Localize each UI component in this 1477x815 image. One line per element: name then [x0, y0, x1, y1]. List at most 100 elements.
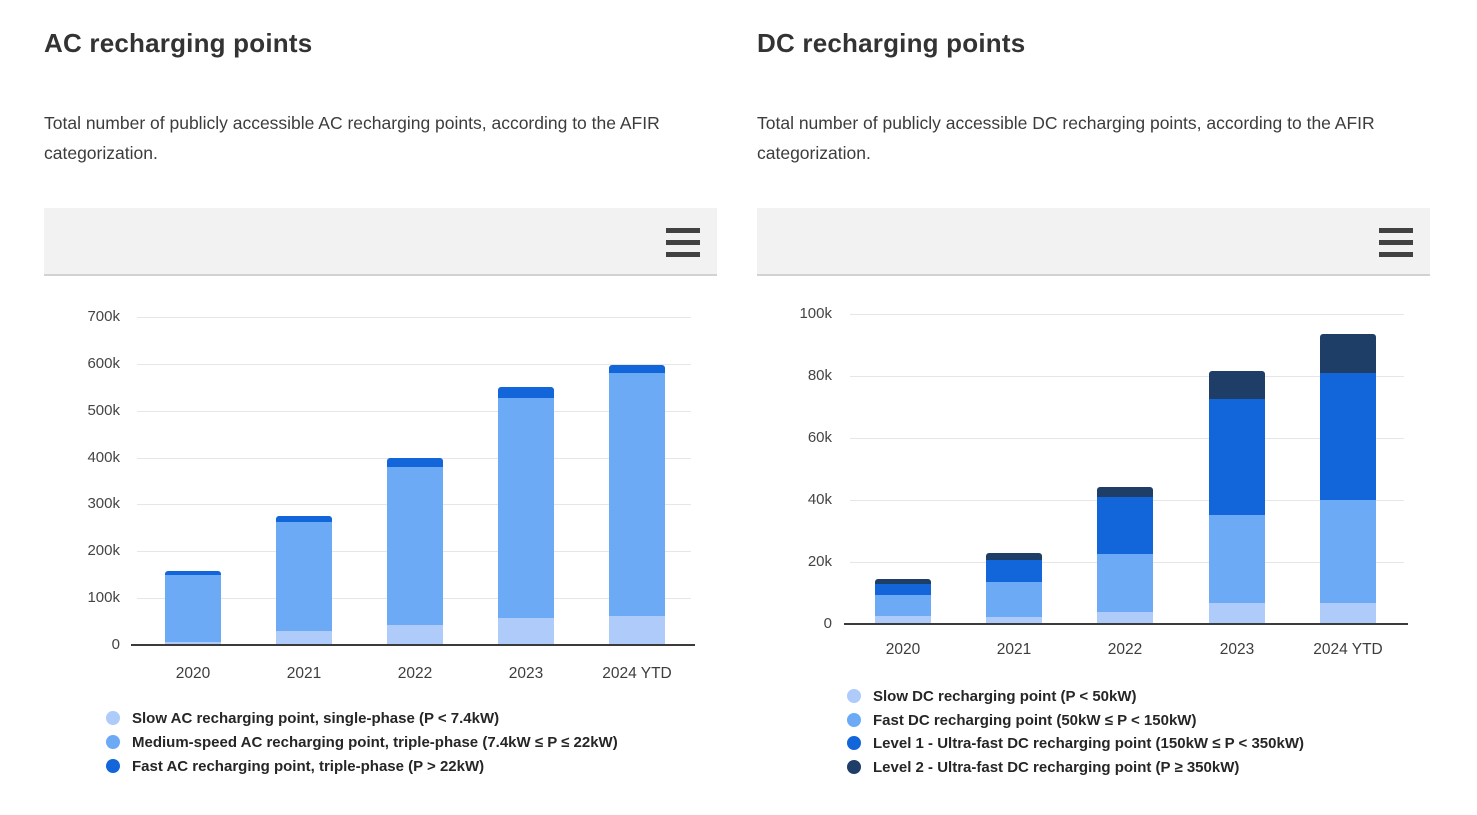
- bar-segment-2022-s2: [387, 457, 443, 468]
- y-axis-tick-label: 80k: [807, 367, 832, 384]
- y-axis-tick-label: 200k: [87, 542, 120, 559]
- hamburger-menu-icon[interactable]: [666, 228, 700, 257]
- legend-item: Medium-speed AC recharging point, triple…: [44, 734, 717, 751]
- menu-bar: [1379, 252, 1413, 257]
- bar-segment-2023-s1: [1209, 514, 1265, 604]
- dc-chart-card: DC recharging points Total number of pub…: [757, 0, 1430, 815]
- bar-segment-2020-s0: [165, 641, 221, 645]
- legend-color-dot-icon: [106, 759, 120, 773]
- x-axis-baseline: [131, 644, 695, 646]
- bar-segment-2023-s0: [498, 617, 554, 645]
- bar-segment-2020-s0: [875, 616, 931, 624]
- y-axis-tick-label: 60k: [807, 429, 832, 446]
- legend-item: Slow AC recharging point, single-phase (…: [44, 710, 717, 727]
- bar-segment-2022-s0: [387, 625, 443, 645]
- ac-chart-plot-area: 0 100k 200k 300k 400k 500k 600k 700k 2020 2021 202…: [44, 0, 717, 815]
- legend-color-dot-icon: [847, 736, 861, 750]
- bar-segment-2021-s3: [986, 553, 1042, 560]
- x-axis-label: 2021: [286, 665, 322, 682]
- bar-segment-2021-s0: [276, 631, 332, 645]
- chart-title: AC recharging points: [44, 28, 313, 58]
- bar-segment-2023-s0: [1209, 603, 1265, 624]
- gridline: [850, 438, 1404, 439]
- bar-segment-2021-s2: [986, 559, 1042, 583]
- dc-chart-plot-area: 0 20k 40k 60k 80k 100k 2020 2021 2022 2023 2024 YT…: [757, 0, 1430, 815]
- bar-segment-2024-ytd-s3: [1320, 334, 1376, 374]
- chart-toolbar: [44, 208, 717, 276]
- bar-segment-2023-s3: [1209, 371, 1265, 400]
- y-axis-tick-label: 40k: [807, 491, 832, 508]
- legend-color-dot-icon: [106, 711, 120, 725]
- menu-bar: [666, 252, 700, 257]
- bar-segment-2020-s3: [875, 579, 931, 584]
- menu-bar: [666, 240, 700, 245]
- legend-color-dot-icon: [847, 689, 861, 703]
- menu-bar: [1379, 240, 1413, 245]
- menu-bar: [666, 228, 700, 233]
- y-axis-tick-label: 700k: [87, 308, 120, 325]
- legend-label: Slow DC recharging point (P < 50kW): [873, 688, 1137, 705]
- legend-color-dot-icon: [847, 713, 861, 727]
- y-axis-tick-label: 500k: [87, 402, 120, 419]
- legend-item: Fast DC recharging point (50kW ≤ P < 150…: [757, 712, 1430, 729]
- chart-title: DC recharging points: [757, 28, 1026, 58]
- x-axis-label: 2024 YTD: [1313, 641, 1383, 658]
- x-axis-label: 2023: [508, 665, 544, 682]
- x-axis-label: 2022: [397, 665, 433, 682]
- x-axis-label: 2020: [175, 665, 211, 682]
- bar-segment-2024-ytd-s1: [1320, 500, 1376, 603]
- bar-segment-2022-s2: [1097, 497, 1153, 554]
- bar-segment-2024-ytd-s2: [1320, 373, 1376, 500]
- legend-item: Level 2 - Ultra-fast DC recharging point…: [757, 759, 1430, 776]
- bar-segment-2020-s2: [165, 571, 221, 576]
- chart-toolbar: [757, 208, 1430, 276]
- chart-subtitle: Total number of publicly accessible AC r…: [44, 113, 660, 163]
- legend-label: Level 1 - Ultra-fast DC recharging point…: [873, 735, 1304, 752]
- legend-color-dot-icon: [847, 760, 861, 774]
- chart-subtitle: Total number of publicly accessible DC r…: [757, 113, 1375, 163]
- legend-label: Slow AC recharging point, single-phase (…: [132, 710, 500, 727]
- hamburger-menu-icon[interactable]: [1379, 228, 1413, 257]
- y-axis-tick-label: 20k: [807, 553, 832, 570]
- bar-segment-2022-s1: [387, 467, 443, 626]
- x-axis-label: 2023: [1219, 641, 1255, 658]
- legend-item: Fast AC recharging point, triple-phase (…: [44, 758, 717, 775]
- bar-segment-2024-ytd-s0: [609, 616, 665, 645]
- gridline: [850, 376, 1404, 377]
- y-axis-tick-label: 300k: [87, 495, 120, 512]
- menu-bar: [1379, 228, 1413, 233]
- y-axis-tick-label: 400k: [87, 449, 120, 466]
- legend-label: Level 2 - Ultra-fast DC recharging point…: [873, 759, 1240, 776]
- legend-item: Slow DC recharging point (P < 50kW): [757, 688, 1430, 705]
- bar-segment-2020-s1: [165, 575, 221, 642]
- bar-segment-2020-s1: [875, 595, 931, 617]
- bar-segment-2022-s3: [1097, 487, 1153, 498]
- bar-segment-2021-s2: [276, 516, 332, 523]
- bar-segment-2021-s1: [986, 582, 1042, 618]
- gridline: [137, 317, 691, 318]
- y-axis-tick-label: 100k: [87, 589, 120, 606]
- y-axis-tick-label: 600k: [87, 355, 120, 372]
- x-axis-label: 2024 YTD: [602, 665, 672, 682]
- bar-segment-2024-ytd-s0: [1320, 602, 1376, 624]
- x-axis-label: 2022: [1107, 641, 1143, 658]
- bar-segment-2020-s2: [875, 583, 931, 596]
- bar-segment-2021-s0: [986, 617, 1042, 624]
- legend-label: Fast AC recharging point, triple-phase (…: [132, 758, 485, 775]
- bar-segment-2022-s0: [1097, 611, 1153, 624]
- x-axis-label: 2020: [885, 641, 921, 658]
- bar-segment-2024-ytd-s2: [609, 365, 665, 373]
- ac-chart-card: AC recharging points Total number of pub…: [44, 0, 717, 815]
- gridline: [137, 411, 691, 412]
- bar-segment-2023-s2: [1209, 399, 1265, 515]
- gridline: [137, 364, 691, 365]
- bar-segment-2021-s1: [276, 522, 332, 632]
- x-axis-baseline: [844, 623, 1408, 625]
- legend-label: Medium-speed AC recharging point, triple…: [132, 734, 618, 751]
- x-axis-label: 2021: [996, 641, 1032, 658]
- bar-segment-2022-s1: [1097, 553, 1153, 612]
- y-axis-tick-label: 100k: [799, 305, 832, 322]
- legend-item: Level 1 - Ultra-fast DC recharging point…: [757, 735, 1430, 752]
- bar-segment-2024-ytd-s1: [609, 372, 665, 617]
- legend-label: Fast DC recharging point (50kW ≤ P < 150…: [873, 712, 1197, 729]
